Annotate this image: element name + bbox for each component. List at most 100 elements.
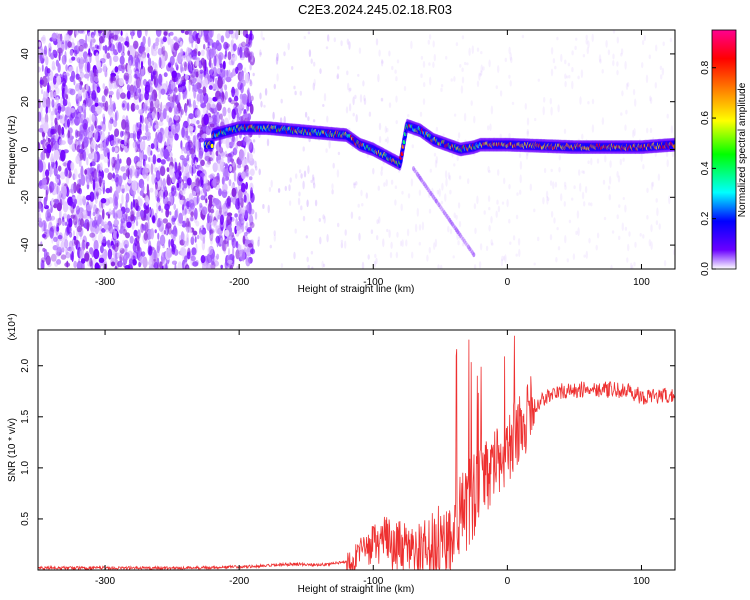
heatmap-cell [143,209,147,219]
heatmap-cell [567,62,571,67]
heatmap-cell [135,220,139,227]
heatmap-cell [624,204,627,213]
heatmap-cell [234,45,238,50]
heatmap-cell [545,190,549,199]
heatmap-cell [66,260,69,268]
heatmap-cell [526,152,529,156]
heatmap-cell [46,215,52,222]
heatmap-cell [173,229,176,242]
heatmap-cell [205,162,211,168]
heatmap-cell [325,46,329,50]
heatmap-cell [596,232,600,239]
heatmap-cell [139,190,144,197]
heatmap-cell [300,173,303,179]
heatmap-cell [160,208,164,213]
heatmap-cell [68,217,73,228]
heatmap-cell [533,208,536,213]
heatmap-cell [312,119,316,123]
heatmap-cell [158,205,162,212]
heatmap-cell [368,111,372,117]
heatmap-cell [258,168,261,176]
heatmap-cell [312,82,315,91]
heatmap-cell [71,251,74,262]
heatmap-cell [289,177,292,183]
heatmap-cell [49,185,52,194]
heatmap-cell [240,30,243,35]
heatmap-cell [310,58,313,64]
heatmap-cell [508,46,511,55]
heatmap-cell [67,118,70,128]
heatmap-cell [179,189,186,196]
heatmap-cell [444,170,448,179]
heatmap-cell [236,112,240,123]
heatmap-cell [170,156,174,165]
heatmap-cell [115,176,119,187]
heatmap-cell [57,105,62,114]
heatmap-cell [499,133,502,139]
heatmap-cell [511,101,515,105]
heatmap-cell [239,46,243,59]
heatmap-cell [202,236,206,244]
heatmap-cell [205,182,208,190]
heatmap-cell [169,31,174,36]
heatmap-cell [571,197,574,201]
heatmap-cell [133,190,136,195]
heatmap-cell [283,51,286,57]
heatmap-cell [303,35,306,40]
heatmap-cell [196,37,201,44]
heatmap-cell [471,45,474,54]
heatmap-cell [169,93,173,103]
heatmap-cell [104,168,110,173]
heatmap-cell [642,164,645,170]
heatmap-cell [450,221,454,227]
heatmap-cell [60,97,63,108]
heatmap-cell [374,253,377,258]
heatmap-cell [378,49,381,57]
heatmap-cell [252,147,256,154]
heatmap-cell [169,165,173,176]
heatmap-cell [620,48,624,55]
heatmap-cell [586,47,589,55]
heatmap-cell [61,185,67,198]
heatmap-cell [210,237,213,245]
heatmap-cell [93,168,97,181]
heatmap-cell [495,210,498,218]
heatmap-cell [479,73,482,77]
heatmap-cell [224,90,228,100]
heatmap-cell [203,173,208,184]
heatmap-cell [654,82,657,89]
heatmap-cell [249,33,253,45]
heatmap-cell [556,227,559,231]
heatmap-cell [312,176,315,186]
heatmap-cell [645,74,649,84]
heatmap-cell [206,102,211,111]
heatmap-cell [283,116,286,125]
heatmap-cell [156,147,160,153]
heatmap-cell [174,133,179,141]
heatmap-cell [159,112,164,121]
heatmap-cell [72,214,78,226]
heatmap-cell [412,166,415,172]
heatmap-cell [88,48,91,56]
colorbar-axis: 0.00.20.40.60.8 [700,60,716,276]
heatmap-cell [52,245,58,251]
heatmap-cell [112,45,116,51]
heatmap-cell [619,158,622,166]
heatmap-cell [533,262,536,266]
heatmap-cell [166,101,172,107]
heatmap-cell [143,231,148,241]
heatmap-cell [616,36,619,44]
heatmap-cell [82,118,89,130]
heatmap-cell [243,67,247,74]
chart-title: C2E3.2024.245.02.18.R03 [298,2,452,17]
heatmap-cell [249,168,255,176]
heatmap-cell [130,165,135,177]
heatmap-cell [145,213,150,221]
heatmap-cell [558,154,561,161]
heatmap-cell [227,156,231,164]
heatmap-cell [287,42,290,51]
heatmap-cell [630,262,633,269]
heatmap-cell [49,227,54,239]
